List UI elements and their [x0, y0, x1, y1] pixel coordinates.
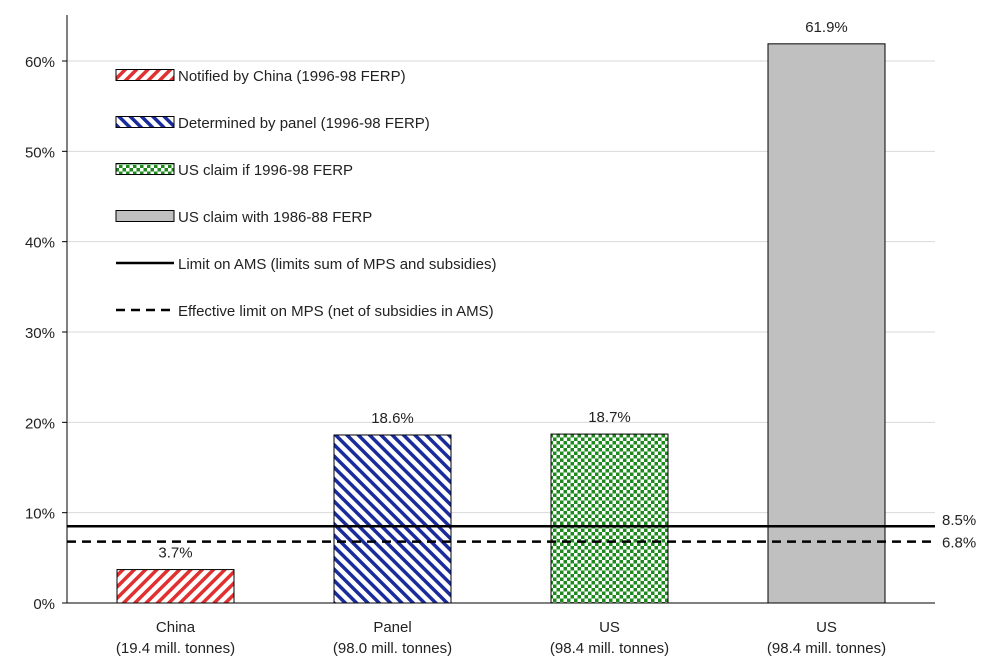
y-tick-label: 10% [25, 506, 55, 523]
legend-label: Limit on AMS (limits sum of MPS and subs… [178, 256, 496, 273]
y-tick-label: 40% [25, 235, 55, 252]
y-tick-label: 0% [33, 596, 55, 613]
legend-label: Effective limit on MPS (net of subsidies… [178, 303, 494, 320]
x-axis-labels: China (19.4 mill. tonnes) Panel (98.0 mill.… [116, 619, 886, 657]
x-tick-label: Panel [373, 619, 411, 636]
bar [550, 433, 669, 604]
bar [116, 569, 235, 604]
x-tick-sublabel: (98.4 mill. tonnes) [767, 640, 886, 657]
x-tick-sublabel: (98.4 mill. tonnes) [550, 640, 669, 657]
bar-value-label: 18.6% [371, 410, 414, 427]
legend-label: Notified by China (1996-98 FERP) [178, 68, 406, 85]
x-tick-label: US [599, 619, 620, 636]
x-tick-sublabel: (19.4 mill. tonnes) [116, 640, 235, 657]
bar [333, 434, 452, 604]
bars: 3.7% 18.6% 18.7% 61.9% [116, 19, 886, 604]
legend-label: US claim with 1986-88 FERP [178, 209, 372, 226]
y-tick-label: 20% [25, 415, 55, 432]
legend-swatch [115, 69, 175, 81]
axes [66, 15, 935, 604]
reference-line-label: 6.8% [942, 535, 976, 552]
legend-swatch [115, 210, 175, 222]
legend-swatch [115, 163, 175, 175]
legend-swatch [115, 116, 175, 128]
bar [767, 43, 886, 604]
legend: Notified by China (1996-98 FERP) Determin… [115, 68, 496, 320]
bar-value-label: 61.9% [805, 19, 848, 36]
x-tick-sublabel: (98.0 mill. tonnes) [333, 640, 452, 657]
reference-lines: 8.5% 6.8% [67, 512, 976, 552]
bar-value-label: 3.7% [158, 545, 192, 562]
y-tick-label: 30% [25, 325, 55, 342]
legend-label: Determined by panel (1996-98 FERP) [178, 115, 430, 132]
x-tick-label: US [816, 619, 837, 636]
legend-label: US claim if 1996-98 FERP [178, 162, 353, 179]
reference-line-label: 8.5% [942, 512, 976, 529]
y-tick-label: 60% [25, 54, 55, 71]
bar-value-label: 18.7% [588, 409, 631, 426]
x-tick-label: China [156, 619, 196, 636]
y-tick-label: 50% [25, 144, 55, 161]
y-axis-ticks: 0% 10% 20% 30% 40% 50% 60% [25, 54, 67, 613]
